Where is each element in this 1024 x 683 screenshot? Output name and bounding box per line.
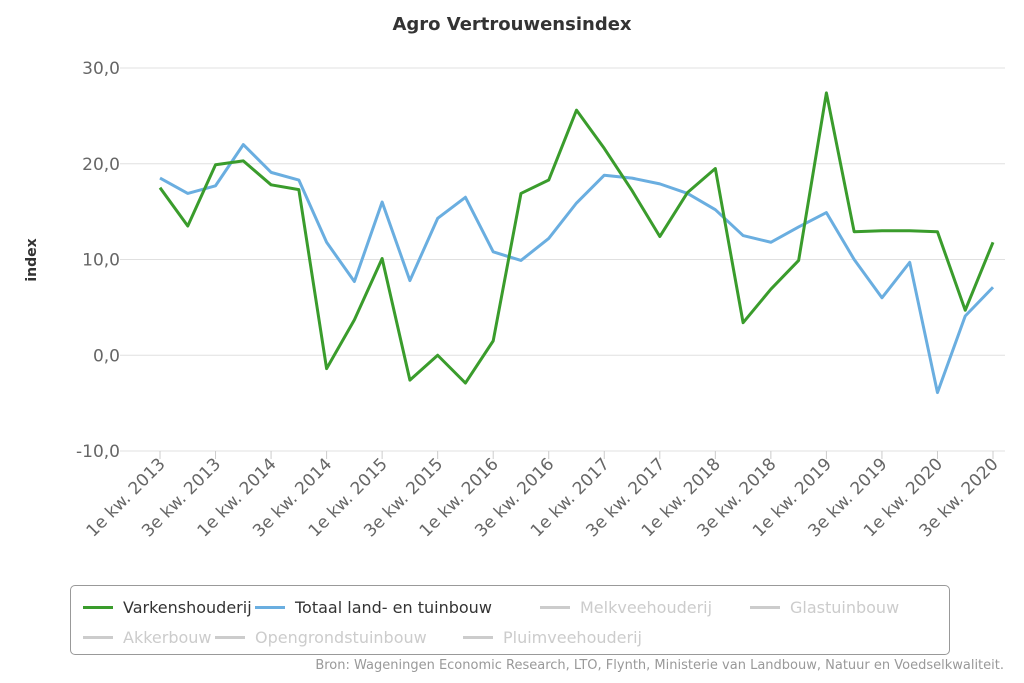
legend-swatch	[83, 636, 113, 639]
legend-label: Totaal land- en tuinbouw	[295, 598, 492, 617]
series-line-totaal-land-en-tuinbouw[interactable]	[159, 143, 995, 395]
legend-item[interactable]: Glastuinbouw	[750, 598, 899, 617]
legend-swatch	[83, 606, 113, 609]
legend-label: Opengrondstuinbouw	[255, 628, 427, 647]
legend-item[interactable]: Akkerbouw	[83, 628, 212, 647]
legend-label: Glastuinbouw	[790, 598, 900, 617]
legend-item[interactable]: Varkenshouderij	[83, 598, 252, 617]
y-tick-label: -10,0	[76, 442, 120, 462]
legend-swatch	[750, 606, 780, 609]
legend-swatch	[255, 606, 285, 609]
legend-label: Varkenshouderij	[123, 598, 252, 617]
legend-label: Pluimveehouderij	[503, 628, 642, 647]
y-tick-label: 20,0	[82, 155, 120, 175]
y-tick-label: 10,0	[82, 251, 120, 271]
legend-item[interactable]: Totaal land- en tuinbouw	[255, 598, 492, 617]
legend-swatch	[540, 606, 570, 609]
series-line-varkenshouderij[interactable]	[158, 91, 995, 385]
source-credit: Bron: Wageningen Economic Research, LTO,…	[315, 658, 1004, 673]
legend-label: Akkerbouw	[123, 628, 212, 647]
legend-item[interactable]: Melkveehouderij	[540, 598, 712, 617]
legend-swatch	[215, 636, 245, 639]
legend-swatch	[463, 636, 493, 639]
legend-item[interactable]: Opengrondstuinbouw	[215, 628, 427, 647]
chart-title: Agro Vertrouwensindex	[392, 14, 631, 35]
y-tick-label: 0,0	[93, 346, 120, 366]
y-tick-label: 30,0	[82, 59, 120, 79]
legend-item[interactable]: Pluimveehouderij	[463, 628, 642, 647]
legend-label: Melkveehouderij	[580, 598, 713, 617]
legend: Varkenshouderij Totaal land- en tuinbouw M…	[70, 585, 950, 655]
y-axis-label: index	[24, 238, 40, 281]
